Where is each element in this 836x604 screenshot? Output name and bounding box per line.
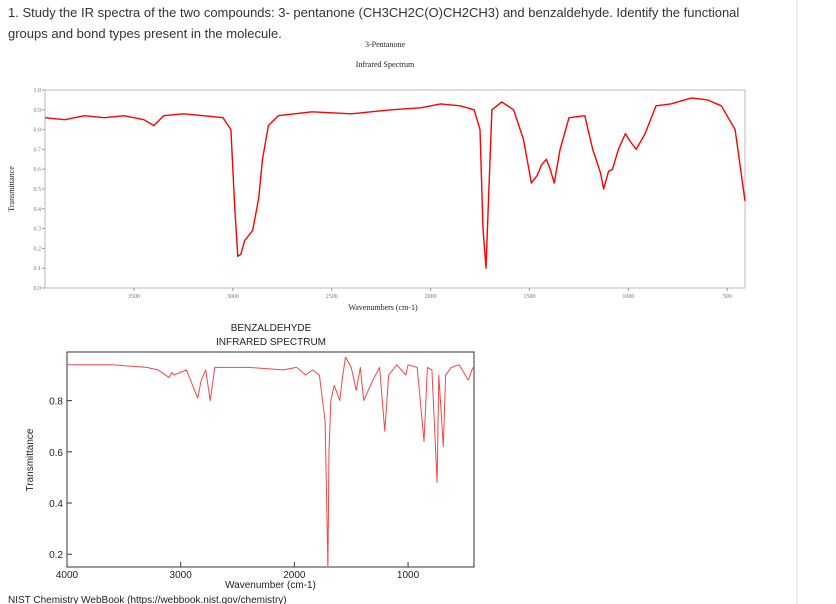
y-axis-label: Transmittance — [7, 166, 16, 212]
y-tick-label: 0.2 — [34, 246, 42, 252]
chart-title: 3-Pentanone — [365, 40, 405, 49]
chart-title: BENZALDEHYDE — [231, 323, 312, 334]
x-axis-label: Wavenumber (cm-1) — [225, 580, 316, 591]
x-tick-label: 3500 — [128, 294, 140, 300]
chart-subtitle: Infrared Spectrum — [356, 60, 415, 69]
y-tick-label: 0.4 — [34, 207, 42, 213]
spectrum-line — [44, 97, 746, 269]
y-tick-label: 0.8 — [49, 397, 63, 408]
y-tick-label: 0.2 — [49, 550, 63, 561]
y-tick-label: 0.7 — [34, 147, 42, 153]
question-text: 1. Study the IR spectra of the two compo… — [8, 5, 740, 41]
y-tick-label: 0.4 — [49, 499, 63, 510]
spectrum-line — [67, 356, 474, 568]
x-tick-label: 1500 — [523, 294, 535, 300]
x-tick-label: 3000 — [227, 294, 239, 300]
y-tick-label: 0.6 — [49, 448, 63, 459]
x-tick-label: 3000 — [170, 570, 193, 581]
y-tick-label: 0.0 — [34, 286, 42, 292]
y-axis-label: Transmittance — [25, 428, 36, 491]
chart: BENZALDEHYDE INFRARED SPECTRUM Wavenumber … — [8, 323, 475, 604]
y-tick-label: 0.1 — [34, 266, 42, 272]
plot-frame — [44, 89, 746, 289]
x-tick-label: 4000 — [56, 570, 79, 581]
y-tick-label: 0.3 — [34, 227, 42, 233]
x-tick-label: 1000 — [622, 294, 634, 300]
x-tick-label: 2000 — [283, 570, 306, 581]
x-tick-label: 2500 — [326, 294, 338, 300]
x-axis-label: Wavenumbers (cm-1) — [348, 303, 418, 312]
source-note: NIST Chemistry WebBook (https://webbook.… — [8, 595, 287, 604]
y-tick-label: 0.5 — [34, 187, 42, 193]
x-tick-label: 500 — [723, 294, 732, 300]
x-tick-label: 2000 — [425, 294, 437, 300]
y-tick-label: 1.0 — [34, 88, 42, 94]
y-tick-label: 0.6 — [34, 167, 42, 173]
plot-frame — [66, 351, 475, 568]
chart: 3-Pentanone Infrared Spectrum Wavenumbers … — [7, 40, 746, 312]
x-tick-label: 1000 — [397, 570, 420, 581]
y-tick-label: 0.9 — [34, 108, 42, 114]
y-tick-label: 0.8 — [34, 128, 42, 134]
chart-subtitle: INFRARED SPECTRUM — [216, 337, 326, 348]
